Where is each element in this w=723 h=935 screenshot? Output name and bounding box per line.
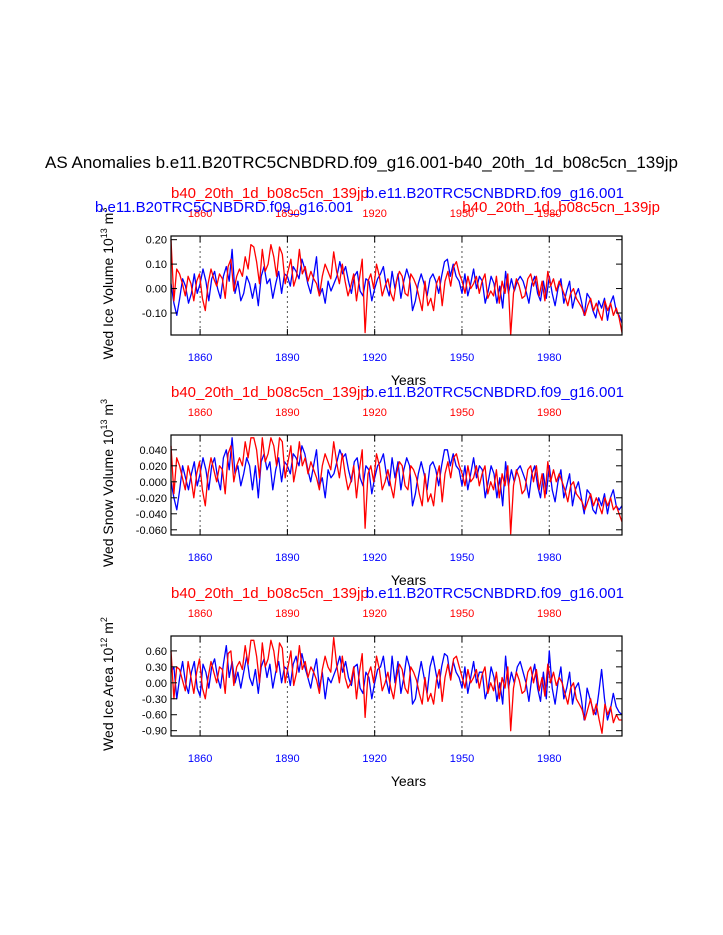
- y-tick-label: -0.60: [142, 710, 167, 722]
- y-axis-title: Wed Ice Volume 1013 m3: [99, 208, 116, 360]
- y-tick-label: 0.040: [139, 445, 167, 457]
- panel-ice-volume: 0.20 0.10 0.00 -0.10 1860 1860 1890 1890 1920 192…: [95, 185, 660, 388]
- plot-frame: [170, 635, 623, 737]
- y-tick-label: -0.90: [142, 726, 167, 738]
- y-tick-label: -0.040: [136, 509, 167, 521]
- legend-case-b: b40_20th_1d_b08c5cn_139jp: [171, 585, 369, 602]
- legend-case-a: b.e11.B20TRC5CNBDRD.f09_g16.001: [366, 384, 624, 401]
- x-tick-label-bottom: 1980: [537, 552, 561, 564]
- x-tick-label-top: 1860: [188, 208, 212, 220]
- x-tick-label-top: 1860: [188, 407, 212, 419]
- y-axis-title-part: m: [100, 404, 116, 420]
- x-tick-label-bottom: 1950: [450, 352, 474, 364]
- x-tick-label-bottom: 1860: [188, 352, 212, 364]
- series-line-case-a: [170, 248, 623, 324]
- y-tick-label: 0.30: [146, 662, 167, 674]
- series-line-case-b: [170, 437, 623, 535]
- y-axis-title-superscript: 3: [99, 399, 109, 404]
- x-tick-label-bottom: 1950: [450, 552, 474, 564]
- y-axis-title-superscript: 12: [99, 638, 109, 648]
- x-tick-label-bottom: 1890: [275, 352, 299, 364]
- legend-case-a: b.e11.B20TRC5CNBDRD.f09_g16.001: [366, 185, 624, 202]
- y-axis-title-part: Wed Ice Volume 10: [100, 238, 116, 359]
- y-tick-label: -0.060: [136, 525, 167, 537]
- x-tick-label-top: 1920: [362, 608, 386, 620]
- x-tick-label-top: 1860: [188, 608, 212, 620]
- legend-case-a: b.e11.B20TRC5CNBDRD.f09_g16.001: [366, 585, 624, 602]
- x-tick-label-bottom: 1980: [537, 352, 561, 364]
- x-tick-label-top: 1980: [537, 608, 561, 620]
- panel-ice-area: 0.60 0.30 0.00 -0.30 -0.60 -0.90 1860 1860 1890 1…: [99, 585, 624, 789]
- plot-frame: [170, 434, 623, 536]
- x-tick-label-bottom: 1860: [188, 552, 212, 564]
- series-line-case-b: [170, 636, 622, 734]
- y-tick-label: 0.60: [146, 646, 167, 658]
- y-axis-title-superscript: 2: [99, 617, 109, 622]
- x-axis-title: Years: [391, 572, 426, 588]
- panel-snow-volume: 0.040 0.020 0.000 -0.020 -0.040 -0.060 1860 186…: [99, 384, 624, 588]
- x-tick-label-top: 1920: [362, 208, 386, 220]
- x-axis-title: Years: [391, 773, 426, 789]
- y-tick-label: -0.020: [136, 493, 167, 505]
- y-axis-title-part: m: [100, 622, 116, 638]
- legend-case-b: b40_20th_1d_b08c5cn_139jp: [171, 185, 369, 202]
- y-axis-title: Wed Snow Volume 1013 m3: [99, 399, 116, 567]
- legend-case-b-overlap: b40_20th_1d_b08c5cn_139jp: [462, 199, 660, 216]
- x-tick-label-bottom: 1860: [188, 753, 212, 765]
- y-tick-label: 0.00: [146, 678, 167, 690]
- y-tick-label: 0.000: [139, 477, 167, 489]
- y-axis-title-part: Wed Ice Area 10: [100, 647, 116, 750]
- series-line-case-a: [170, 644, 623, 721]
- y-axis-title-part: m: [100, 213, 116, 229]
- x-tick-label-top: 1950: [450, 608, 474, 620]
- y-axis-title-superscript: 13: [99, 420, 109, 430]
- y-axis-title-part: Wed Snow Volume 10: [100, 429, 116, 567]
- y-tick-label: 0.10: [146, 259, 167, 271]
- y-tick-label: 0.020: [139, 461, 167, 473]
- x-tick-label-top: 1890: [275, 208, 299, 220]
- x-tick-label-bottom: 1980: [537, 753, 561, 765]
- x-tick-label-top: 1890: [275, 407, 299, 419]
- x-tick-label-top: 1920: [362, 407, 386, 419]
- y-tick-label: -0.30: [142, 694, 167, 706]
- x-tick-label-top: 1890: [275, 608, 299, 620]
- plot-frame: [170, 235, 623, 336]
- series-line-case-b: [170, 239, 623, 336]
- x-tick-label-bottom: 1920: [362, 352, 386, 364]
- page-title: AS Anomalies b.e11.B20TRC5CNBDRD.f09_g16…: [45, 153, 678, 172]
- x-tick-label-top: 1980: [537, 208, 561, 220]
- y-axis-title-superscript: 3: [99, 208, 109, 213]
- series-line-case-a: [170, 437, 623, 515]
- x-tick-label-top: 1950: [450, 407, 474, 419]
- y-tick-label: -0.10: [142, 308, 167, 320]
- x-tick-label-bottom: 1890: [275, 552, 299, 564]
- x-tick-label-bottom: 1920: [362, 552, 386, 564]
- x-axis-title: Years: [391, 372, 426, 388]
- x-tick-label-bottom: 1950: [450, 753, 474, 765]
- legend-case-b: b40_20th_1d_b08c5cn_139jp: [171, 384, 369, 401]
- y-tick-label: 0.00: [146, 284, 167, 296]
- x-tick-label-bottom: 1890: [275, 753, 299, 765]
- x-tick-label-top: 1950: [450, 208, 474, 220]
- x-tick-label-top: 1980: [537, 407, 561, 419]
- y-axis-title: Wed Ice Area 1012 m2: [99, 617, 116, 751]
- y-axis-title-superscript: 13: [99, 228, 109, 238]
- legend-case-a-overlap: b.e11.B20TRC5CNBDRD.f09_g16.001: [95, 199, 353, 216]
- x-tick-label-bottom: 1920: [362, 753, 386, 765]
- y-tick-label: 0.20: [146, 235, 167, 247]
